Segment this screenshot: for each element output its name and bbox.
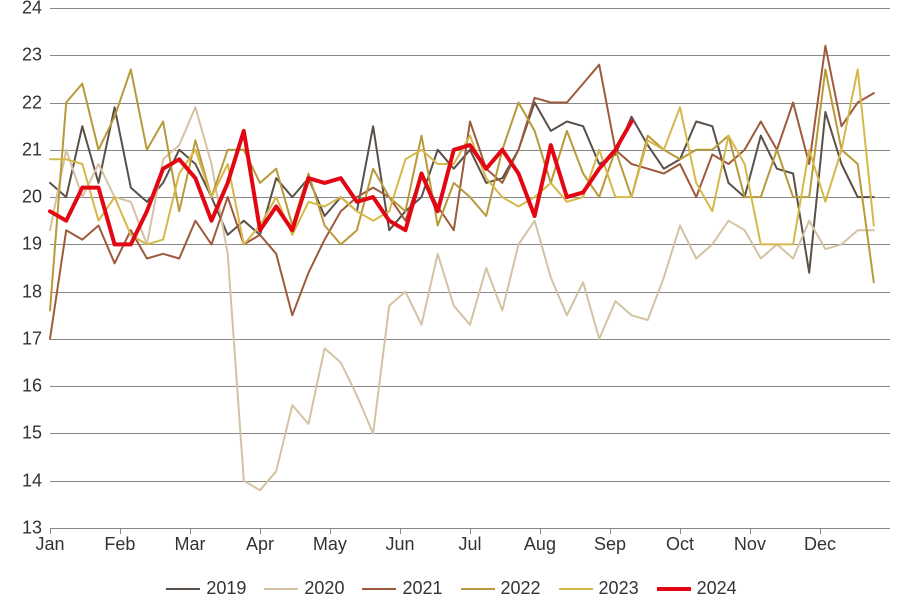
series-layer xyxy=(50,8,890,528)
legend-item-2019: 2019 xyxy=(166,578,246,599)
y-axis-label: 14 xyxy=(22,470,50,491)
legend-item-2021: 2021 xyxy=(362,578,442,599)
y-axis-label: 23 xyxy=(22,45,50,66)
y-axis-label: 24 xyxy=(22,0,50,19)
legend-item-2020: 2020 xyxy=(264,578,344,599)
legend-swatch xyxy=(461,588,495,590)
x-tick xyxy=(120,528,121,534)
legend-swatch xyxy=(362,588,396,590)
x-tick xyxy=(470,528,471,534)
legend-label: 2020 xyxy=(304,578,344,599)
chart-container: 131415161718192021222324JanFebMarAprMayJ… xyxy=(0,0,903,605)
x-tick xyxy=(260,528,261,534)
legend-item-2024: 2024 xyxy=(657,578,737,599)
y-axis-label: 22 xyxy=(22,92,50,113)
legend-item-2023: 2023 xyxy=(559,578,639,599)
legend: 2019 2020 2021 2022 2023 2024 xyxy=(0,578,903,599)
x-tick xyxy=(50,528,51,534)
x-tick xyxy=(610,528,611,534)
plot-area: 131415161718192021222324JanFebMarAprMayJ… xyxy=(50,8,890,528)
y-axis-label: 16 xyxy=(22,376,50,397)
y-axis-label: 20 xyxy=(22,187,50,208)
legend-swatch xyxy=(559,588,593,590)
series-2024 xyxy=(50,122,632,245)
series-2023 xyxy=(50,70,874,245)
y-axis-label: 15 xyxy=(22,423,50,444)
x-tick xyxy=(540,528,541,534)
legend-label: 2021 xyxy=(402,578,442,599)
x-tick xyxy=(400,528,401,534)
x-tick xyxy=(820,528,821,534)
x-tick xyxy=(190,528,191,534)
legend-swatch xyxy=(166,588,200,590)
x-tick xyxy=(680,528,681,534)
legend-item-2022: 2022 xyxy=(461,578,541,599)
y-axis-label: 21 xyxy=(22,139,50,160)
legend-label: 2019 xyxy=(206,578,246,599)
legend-swatch xyxy=(264,588,298,590)
x-tick xyxy=(750,528,751,534)
y-axis-label: 17 xyxy=(22,328,50,349)
legend-label: 2024 xyxy=(697,578,737,599)
y-axis-label: 19 xyxy=(22,234,50,255)
y-axis-label: 18 xyxy=(22,281,50,302)
legend-swatch xyxy=(657,587,691,591)
legend-label: 2023 xyxy=(599,578,639,599)
legend-label: 2022 xyxy=(501,578,541,599)
x-tick xyxy=(330,528,331,534)
